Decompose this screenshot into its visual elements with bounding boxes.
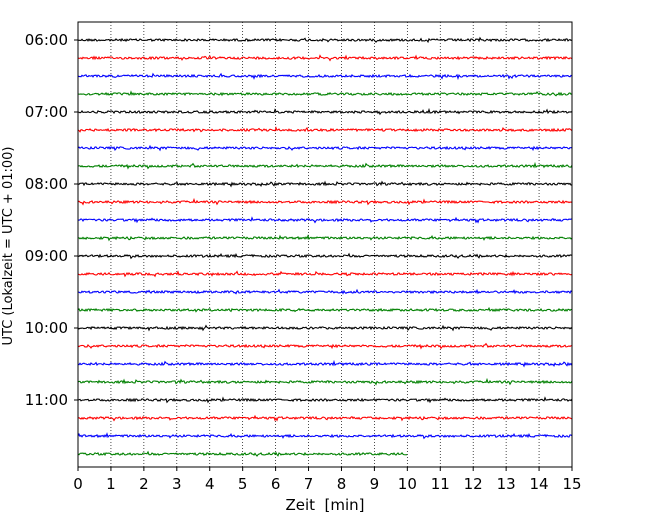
trace-line — [77, 359, 573, 368]
x-tick-label: 4 — [205, 475, 215, 493]
trace-line — [77, 180, 573, 188]
traces — [77, 36, 573, 457]
x-tick-label: 0 — [73, 475, 83, 493]
x-tick-label: 1 — [106, 475, 116, 493]
trace-line — [77, 324, 573, 332]
trace-line — [77, 90, 573, 97]
x-axis: 0 1 2 3 4 5 6 7 8 9 10 11 12 13 14 15 — [73, 467, 582, 493]
x-axis-label: Zeit [min] — [285, 496, 364, 514]
x-tick-label: 13 — [497, 475, 516, 493]
x-tick-label: 10 — [398, 475, 417, 493]
trace-line — [77, 342, 573, 350]
grid-lines — [110, 22, 540, 467]
y-tick-label: 09:00 — [25, 247, 68, 265]
y-axis-label: UTC (Lokalzeit = UTC + 01:00) — [1, 147, 16, 346]
trace-line — [77, 161, 573, 170]
trace-line — [77, 270, 573, 278]
trace-line — [77, 306, 573, 313]
trace-line — [77, 54, 573, 62]
trace-line — [77, 414, 573, 422]
y-tick-label: 10:00 — [25, 319, 68, 337]
x-tick-label: 3 — [172, 475, 182, 493]
x-tick-label: 9 — [370, 475, 380, 493]
trace-line — [77, 234, 573, 242]
x-tick-label: 15 — [562, 475, 581, 493]
trace-line — [77, 377, 573, 386]
x-tick-label: 8 — [337, 475, 347, 493]
x-tick-label: 7 — [304, 475, 314, 493]
trace-line — [77, 107, 573, 116]
trace-line — [77, 126, 573, 133]
trace-line — [77, 252, 573, 260]
trace-line — [77, 432, 573, 440]
plot-frame — [77, 21, 573, 468]
x-tick-label: 12 — [464, 475, 483, 493]
trace-line — [77, 216, 572, 224]
x-tick-label: 2 — [139, 475, 149, 493]
trace-line — [77, 288, 573, 295]
y-tick-label: 07:00 — [25, 103, 68, 121]
trace-line — [77, 450, 408, 457]
y-tick-label: 08:00 — [25, 175, 68, 193]
trace-line — [77, 36, 573, 44]
trace-line — [77, 396, 573, 404]
x-tick-label: 14 — [530, 475, 549, 493]
y-tick-label: 11:00 — [25, 391, 68, 409]
y-axis: 06:00 07:00 08:00 09:00 10:00 11:00 — [25, 31, 78, 409]
x-tick-label: 5 — [238, 475, 248, 493]
y-tick-label: 06:00 — [25, 31, 68, 49]
trace-line — [77, 197, 573, 206]
x-tick-label: 6 — [271, 475, 281, 493]
x-tick-label: 11 — [431, 475, 450, 493]
trace-line — [77, 144, 573, 152]
trace-line — [77, 72, 573, 81]
